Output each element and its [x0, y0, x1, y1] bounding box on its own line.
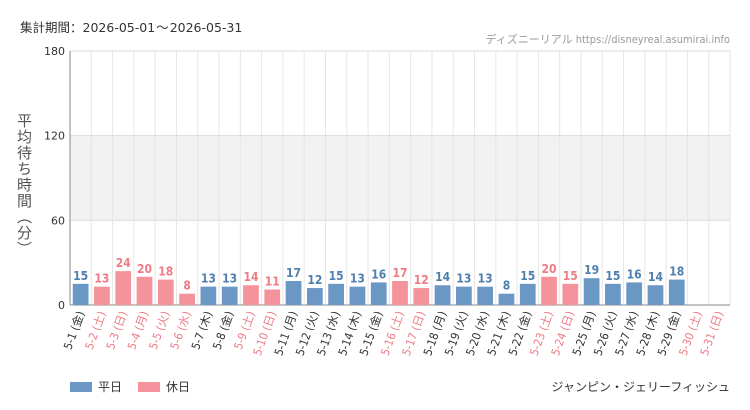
bar — [605, 283, 621, 305]
bar — [583, 278, 600, 305]
bar — [370, 282, 387, 305]
bar-value-label: 15 — [563, 269, 578, 283]
legend-item-holiday: 休日 — [138, 378, 190, 395]
bar — [115, 271, 132, 305]
bar-value-label: 19 — [584, 263, 599, 277]
bar — [221, 286, 238, 305]
bar — [285, 281, 302, 305]
bar — [306, 288, 323, 305]
bar — [157, 279, 174, 305]
bar-value-label: 15 — [520, 269, 535, 283]
bar — [136, 276, 153, 305]
legend-swatch-holiday — [138, 381, 161, 392]
bar-value-label: 20 — [137, 262, 152, 276]
bar-value-label: 17 — [286, 266, 301, 280]
bar-value-label: 11 — [265, 274, 280, 288]
period-text: 集計期間：2026-05-01～2026-05-31 — [20, 17, 242, 36]
bar-value-label: 16 — [627, 267, 642, 281]
bar-value-label: 13 — [201, 272, 216, 286]
bar-value-label: 14 — [435, 270, 451, 284]
bar — [328, 283, 345, 305]
legend-label-weekday: 平日 — [98, 380, 123, 394]
period-end: 2026-05-31 — [169, 20, 243, 35]
bar-value-label: 17 — [392, 266, 407, 280]
bar-value-label: 8 — [183, 279, 191, 293]
bar-value-label: 12 — [414, 273, 429, 287]
bar — [243, 285, 259, 305]
period-start: 2026-05-01 — [82, 20, 156, 35]
bar-value-label: 15 — [605, 269, 620, 283]
y-axis-label: 平均待ち時間（分） — [15, 113, 33, 257]
bar-value-label: 13 — [350, 272, 365, 286]
legend-item-weekday: 平日 — [70, 378, 122, 395]
bar-value-label: 14 — [648, 270, 664, 284]
plot-band — [70, 135, 730, 221]
bar-value-label: 13 — [478, 272, 493, 286]
bar-value-label: 24 — [116, 256, 132, 270]
bar-value-label: 8 — [503, 279, 511, 293]
y-tick-label: 0 — [58, 299, 65, 312]
bar — [94, 286, 110, 305]
bar-value-label: 18 — [158, 265, 173, 279]
bar-value-label: 13 — [94, 272, 109, 286]
bar — [455, 286, 472, 305]
bar — [541, 276, 557, 305]
bar — [264, 289, 281, 305]
bar-value-label: 20 — [542, 262, 557, 276]
bar — [349, 286, 366, 305]
bar — [413, 288, 430, 305]
bar — [72, 283, 89, 305]
bar — [477, 286, 494, 305]
bar — [179, 293, 195, 305]
legend-swatch-weekday — [70, 381, 92, 392]
bar-value-label: 16 — [371, 267, 386, 281]
bar-value-label: 15 — [73, 269, 88, 283]
bar-value-label: 15 — [329, 269, 344, 283]
bar — [498, 293, 515, 305]
legend: 平日 休日 — [70, 378, 190, 395]
bar-value-label: 13 — [456, 272, 471, 286]
bar — [434, 285, 451, 305]
bar — [668, 279, 685, 305]
bar-value-label: 13 — [222, 272, 237, 286]
bar — [519, 283, 536, 305]
attraction-name: ジャンピン・ジェリーフィッシュ — [551, 380, 730, 394]
bar — [647, 285, 664, 305]
y-tick-label: 180 — [44, 45, 65, 58]
bar-value-label: 18 — [669, 265, 684, 279]
bar — [562, 283, 579, 305]
y-tick-label: 60 — [51, 214, 65, 227]
bar — [392, 281, 408, 305]
bar-value-label: 12 — [307, 273, 322, 287]
bar — [200, 286, 217, 305]
bar — [626, 282, 643, 305]
legend-label-holiday: 休日 — [166, 380, 191, 394]
bar-value-label: 14 — [243, 270, 259, 284]
source-credit: ディズニーリアル https://disneyreal.asumirai.inf… — [485, 33, 730, 46]
period-label: 集計期間： — [20, 20, 83, 35]
y-tick-label: 120 — [44, 130, 65, 143]
period-tilde: ～ — [156, 20, 169, 35]
